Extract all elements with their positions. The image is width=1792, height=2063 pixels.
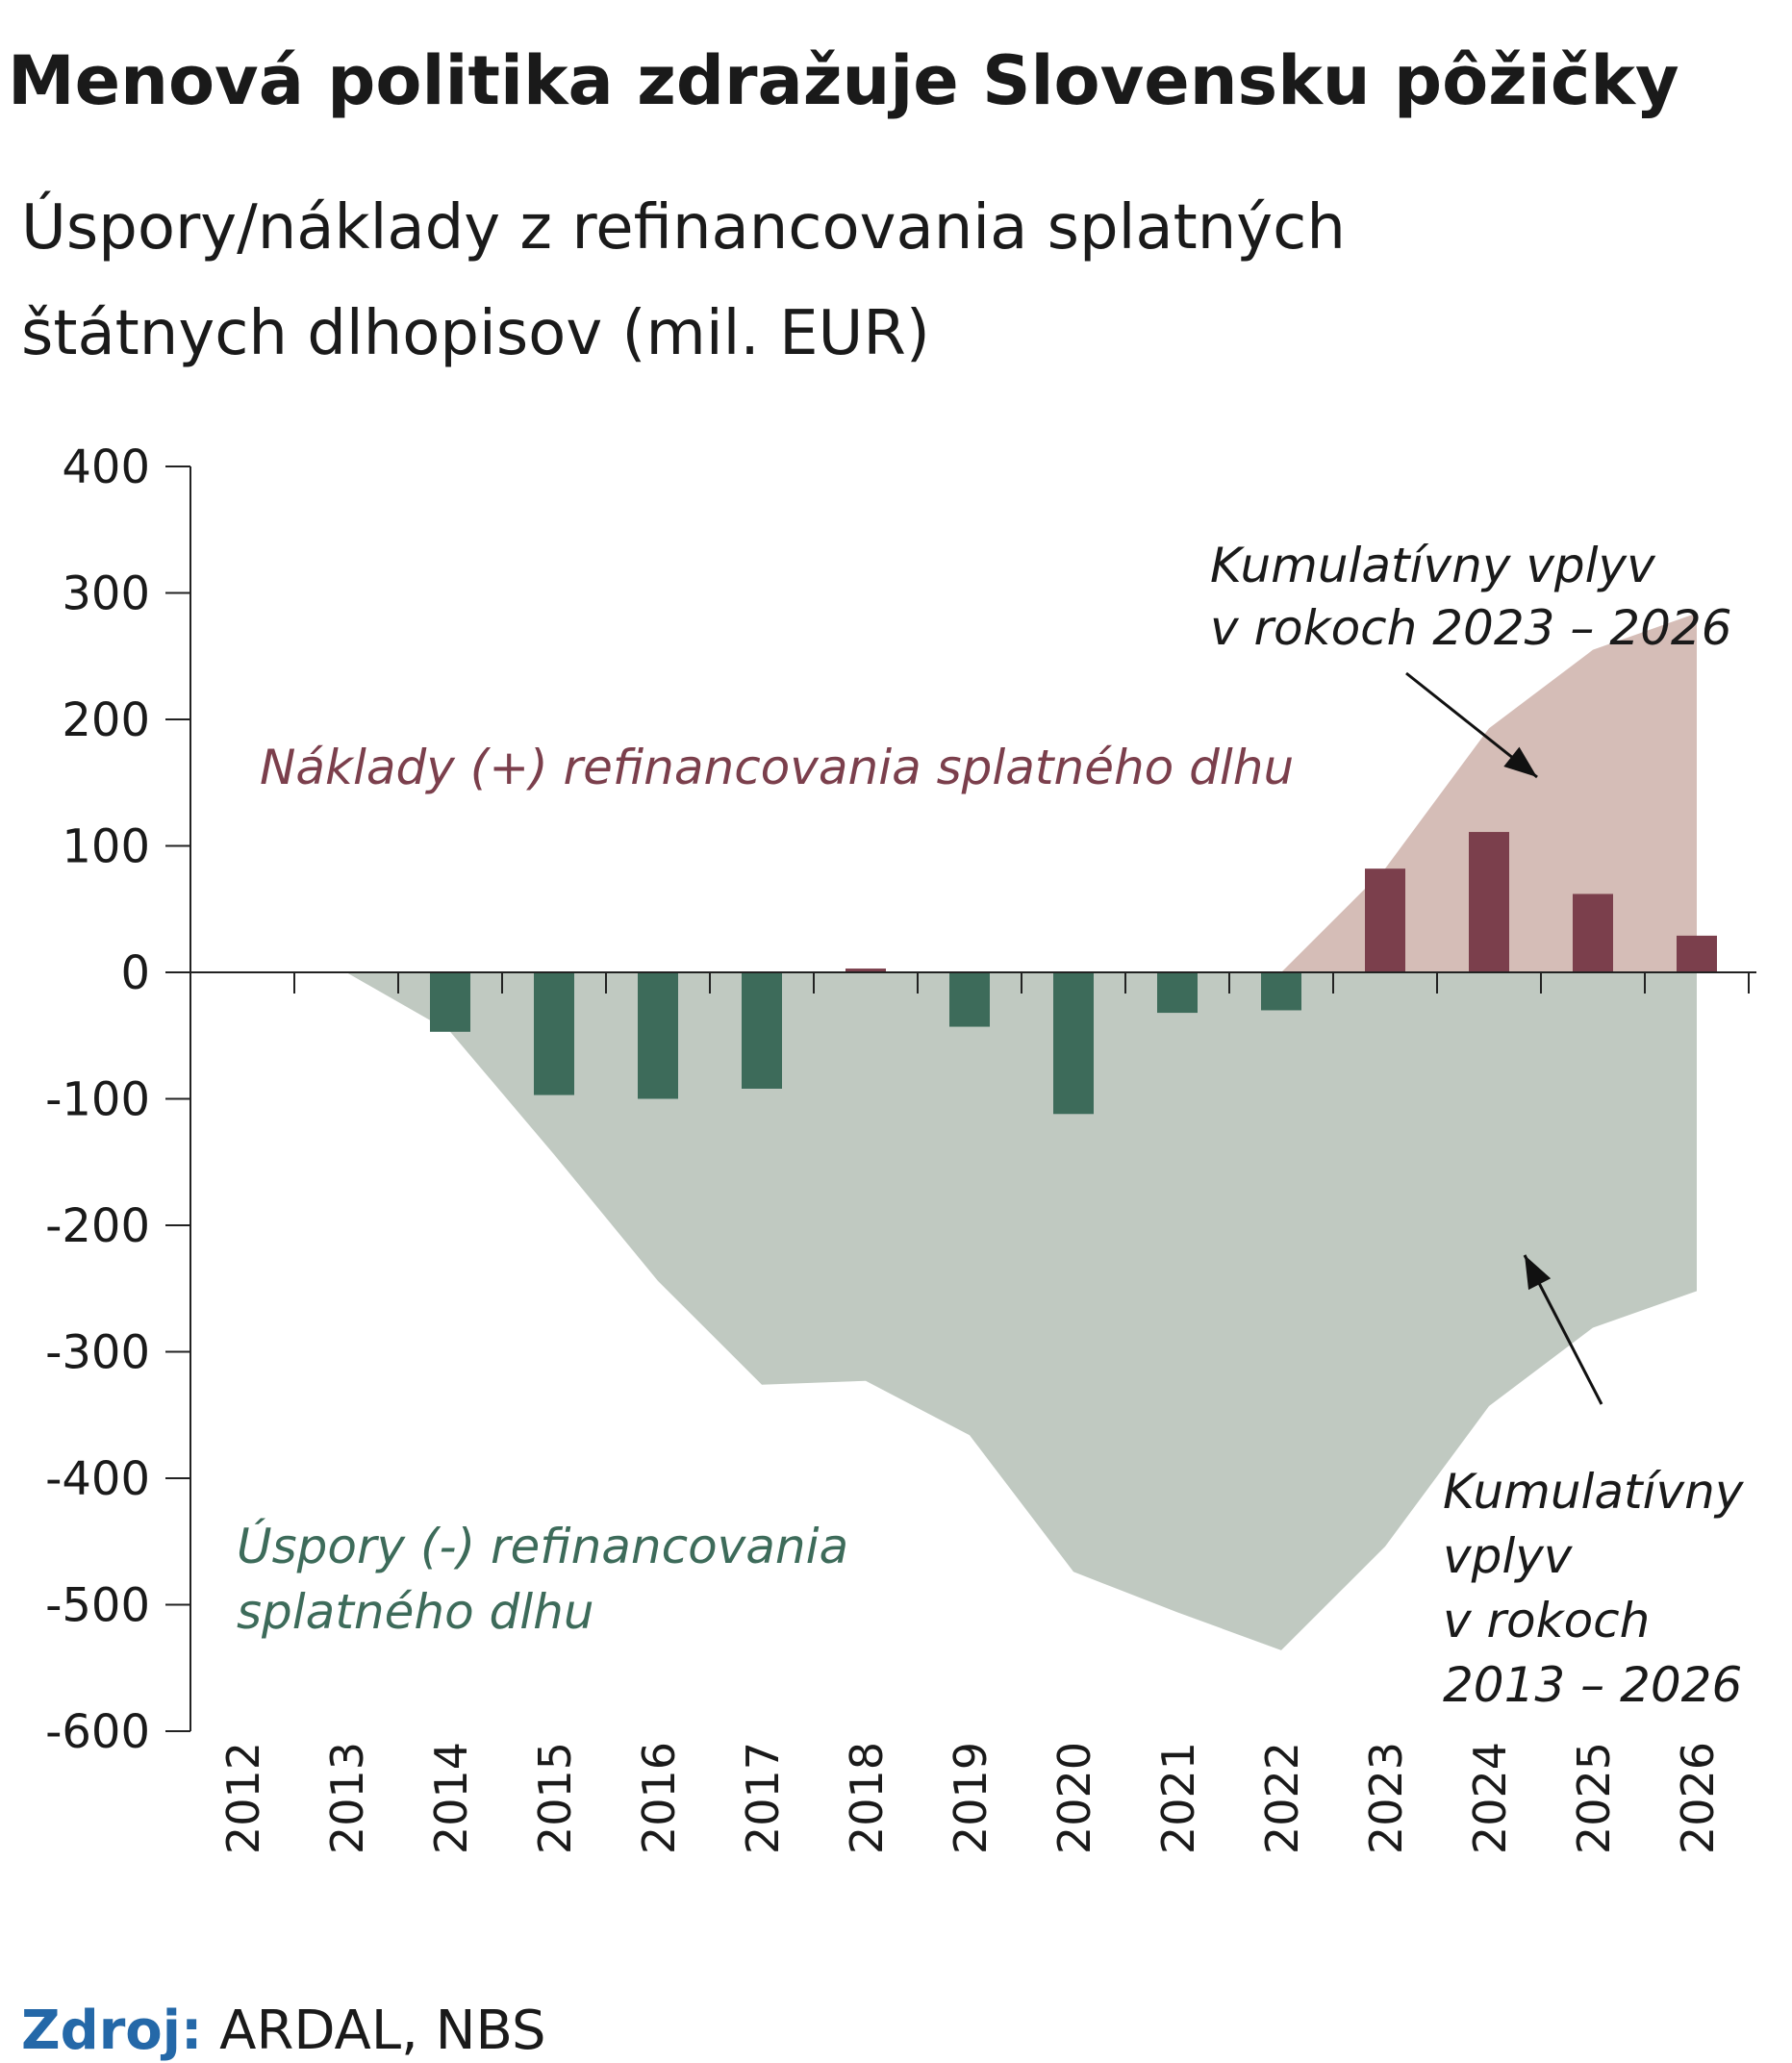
x-tick-label-2014: 2014	[425, 1742, 477, 1854]
cumulative-bottom-annotation-line-3: v rokoch	[1443, 1593, 1650, 1648]
x-tick-labels: 2012 2013 2014 2015 2016 2017 2018 2019 2020 2021…	[217, 1742, 1724, 1854]
chart-subtitle-line-1: Úspory/náklady z refinancovania splatnýc…	[21, 190, 1346, 264]
cumulative-bottom-annotation-line-4: 2013 – 2026	[1443, 1657, 1742, 1713]
cumulative-savings-area	[242, 972, 1697, 1650]
annotation-arrows	[1405, 671, 1603, 1405]
x-tick-label-2017: 2017	[737, 1742, 789, 1854]
bar-2020	[1053, 972, 1094, 1115]
bar-2026	[1677, 935, 1717, 972]
y-tick-label: 200	[62, 693, 150, 747]
y-tick-label: 300	[62, 567, 150, 621]
x-tick-label-2016: 2016	[633, 1742, 685, 1854]
bar-2019	[949, 972, 990, 1027]
cumulative-top-annotation-line-2: v rokoch 2023 – 2026	[1210, 600, 1732, 656]
source-text: ARDAL, NBS	[202, 2000, 545, 2062]
y-tick-label: -300	[45, 1326, 150, 1380]
bar-2021	[1157, 972, 1198, 1014]
x-tick-label-2018: 2018	[841, 1742, 893, 1854]
x-tick-label-2022: 2022	[1256, 1742, 1308, 1854]
y-tick-label: -100	[45, 1073, 150, 1127]
y-tick-label: 0	[120, 946, 150, 1000]
x-tick-label-2021: 2021	[1152, 1742, 1204, 1854]
bar-2016	[638, 972, 678, 1099]
x-tick-label-2024: 2024	[1464, 1742, 1516, 1854]
bar-2022	[1261, 972, 1301, 1011]
axes	[165, 465, 1756, 1732]
chart-title: Menová politika zdražuje Slovensku pôžič…	[8, 41, 1679, 120]
x-tick-label-2020: 2020	[1048, 1742, 1100, 1854]
source-label: Zdroj:	[21, 2000, 202, 2062]
y-tick-label: 400	[62, 440, 150, 494]
cumulative-bottom-annotation-line-2: vplyv	[1443, 1528, 1574, 1584]
bars	[430, 832, 1717, 1115]
arrow-top-head	[1503, 746, 1537, 777]
bar-2023	[1365, 868, 1405, 972]
y-tick-label: 100	[62, 820, 150, 874]
savings-annotation-line-1: Úspory (-) refinancovania	[237, 1518, 848, 1574]
bar-2015	[534, 972, 574, 1095]
savings-annotation-line-2: splatného dlhu	[237, 1584, 594, 1640]
chart-subtitle-line-2: štátnych dlhopisov (mil. EUR)	[21, 298, 930, 369]
bar-2017	[742, 972, 782, 1089]
bar-2025	[1573, 893, 1613, 972]
y-tick-labels: 400 300 200 100 0 -100 -200 -300 -400 -500 -600	[45, 440, 150, 1759]
cumulative-top-annotation-line-1: Kumulatívny vplyv	[1210, 538, 1656, 593]
x-tick-label-2023: 2023	[1360, 1742, 1412, 1854]
bar-2018	[846, 969, 886, 972]
costs-annotation: Náklady (+) refinancovania splatného dlh…	[260, 740, 1294, 795]
y-tick-label: -200	[45, 1199, 150, 1253]
y-tick-label: -500	[45, 1579, 150, 1633]
x-tick-label-2019: 2019	[945, 1742, 997, 1854]
x-tick-label-2025: 2025	[1568, 1742, 1620, 1854]
y-tick-label: -600	[45, 1705, 150, 1759]
x-tick-label-2026: 2026	[1672, 1742, 1724, 1854]
cumulative-bottom-annotation-line-1: Kumulatívny	[1443, 1464, 1745, 1520]
bar-2024	[1469, 832, 1509, 972]
bar-2014	[430, 972, 470, 1032]
x-tick-label-2015: 2015	[529, 1742, 581, 1854]
x-tick-label-2013: 2013	[321, 1742, 373, 1854]
y-tick-label: -400	[45, 1452, 150, 1506]
arrow-bottom-head	[1525, 1255, 1552, 1291]
source-line: Zdroj: ARDAL, NBS	[21, 2000, 546, 2062]
x-tick-label-2012: 2012	[217, 1742, 269, 1854]
